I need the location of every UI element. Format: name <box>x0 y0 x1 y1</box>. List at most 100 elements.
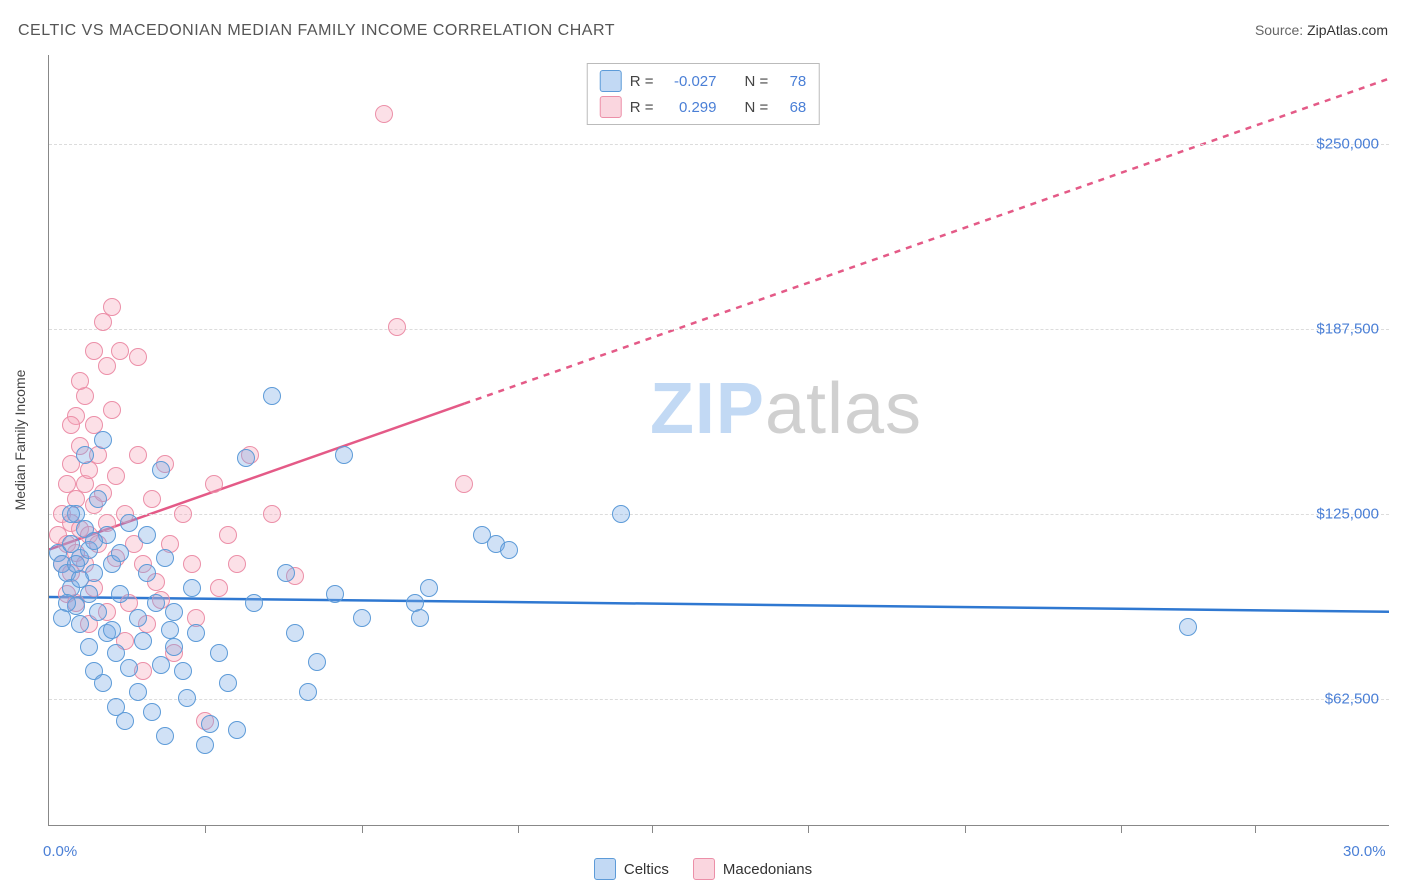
r-label: R = <box>630 99 654 116</box>
watermark: ZIPatlas <box>650 368 922 450</box>
scatter-point <box>62 505 80 523</box>
source-value: ZipAtlas.com <box>1307 22 1388 38</box>
n-value: 78 <box>776 73 806 90</box>
scatter-point <box>111 544 129 562</box>
scatter-point <box>67 555 85 573</box>
source-label: Source: <box>1255 22 1303 38</box>
scatter-point <box>196 736 214 754</box>
legend-label: Macedonians <box>723 861 812 878</box>
scatter-point <box>89 490 107 508</box>
scatter-point <box>375 105 393 123</box>
legend-label: Celtics <box>624 861 669 878</box>
scatter-point <box>237 449 255 467</box>
gridline <box>49 699 1389 700</box>
scatter-point <box>299 683 317 701</box>
scatter-point <box>156 727 174 745</box>
scatter-point <box>107 467 125 485</box>
trendlines-svg <box>49 55 1389 825</box>
scatter-point <box>152 461 170 479</box>
scatter-point <box>612 505 630 523</box>
scatter-point <box>277 564 295 582</box>
x-tick <box>652 825 653 833</box>
scatter-point <box>326 585 344 603</box>
scatter-point <box>53 609 71 627</box>
scatter-point <box>156 549 174 567</box>
scatter-point <box>103 621 121 639</box>
x-tick <box>965 825 966 833</box>
y-tick-label: $62,500 <box>1325 691 1379 708</box>
scatter-point <box>411 609 429 627</box>
gridline <box>49 144 1389 145</box>
scatter-point <box>263 387 281 405</box>
scatter-point <box>245 594 263 612</box>
scatter-point <box>129 446 147 464</box>
scatter-point <box>111 585 129 603</box>
scatter-point <box>183 555 201 573</box>
scatter-point <box>143 490 161 508</box>
scatter-point <box>286 624 304 642</box>
scatter-point <box>62 416 80 434</box>
x-tick <box>518 825 519 833</box>
legend-item-celtics: Celtics <box>594 858 669 880</box>
scatter-point <box>129 683 147 701</box>
scatter-point <box>219 526 237 544</box>
scatter-point <box>107 644 125 662</box>
scatter-point <box>71 615 89 633</box>
scatter-point <box>129 348 147 366</box>
scatter-point <box>388 318 406 336</box>
scatter-point <box>187 624 205 642</box>
scatter-point <box>308 653 326 671</box>
scatter-point <box>85 342 103 360</box>
scatter-point <box>353 609 371 627</box>
scatter-point <box>103 298 121 316</box>
series-legend: Celtics Macedonians <box>0 858 1406 880</box>
scatter-point <box>455 475 473 493</box>
r-value: -0.027 <box>662 73 717 90</box>
gridline <box>49 329 1389 330</box>
scatter-point <box>147 594 165 612</box>
scatter-point <box>1179 618 1197 636</box>
scatter-point <box>98 357 116 375</box>
scatter-point <box>120 514 138 532</box>
scatter-point <box>228 555 246 573</box>
swatch-blue-icon <box>594 858 616 880</box>
n-label: N = <box>745 99 769 116</box>
gridline <box>49 514 1389 515</box>
y-tick-label: $250,000 <box>1316 135 1379 152</box>
scatter-point <box>161 621 179 639</box>
scatter-point <box>183 579 201 597</box>
x-tick <box>808 825 809 833</box>
x-max-label: 30.0% <box>1343 843 1386 860</box>
chart-title: CELTIC VS MACEDONIAN MEDIAN FAMILY INCOM… <box>18 22 615 40</box>
scatter-point <box>120 659 138 677</box>
y-tick-label: $125,000 <box>1316 506 1379 523</box>
stats-row-blue: R = -0.027 N = 78 <box>588 68 819 94</box>
stats-legend: R = -0.027 N = 78 R = 0.299 N = 68 <box>587 63 820 125</box>
x-tick <box>205 825 206 833</box>
x-tick <box>362 825 363 833</box>
scatter-point <box>143 703 161 721</box>
scatter-point <box>138 564 156 582</box>
scatter-point <box>129 609 147 627</box>
r-label: R = <box>630 73 654 90</box>
scatter-point <box>210 579 228 597</box>
x-tick <box>1255 825 1256 833</box>
scatter-point <box>263 505 281 523</box>
scatter-point <box>178 689 196 707</box>
scatter-point <box>165 638 183 656</box>
n-value: 68 <box>776 99 806 116</box>
scatter-point <box>500 541 518 559</box>
trendline <box>464 79 1389 404</box>
scatter-point <box>420 579 438 597</box>
y-tick-label: $187,500 <box>1316 320 1379 337</box>
scatter-point <box>80 638 98 656</box>
stats-row-pink: R = 0.299 N = 68 <box>588 94 819 120</box>
y-axis-title: Median Family Income <box>12 370 28 511</box>
plot-area: ZIPatlas $62,500 $125,000 $187,500 $250,000 <box>48 55 1389 826</box>
scatter-point <box>116 712 134 730</box>
scatter-point <box>134 632 152 650</box>
scatter-point <box>138 526 156 544</box>
scatter-point <box>76 446 94 464</box>
scatter-point <box>71 372 89 390</box>
n-label: N = <box>745 73 769 90</box>
